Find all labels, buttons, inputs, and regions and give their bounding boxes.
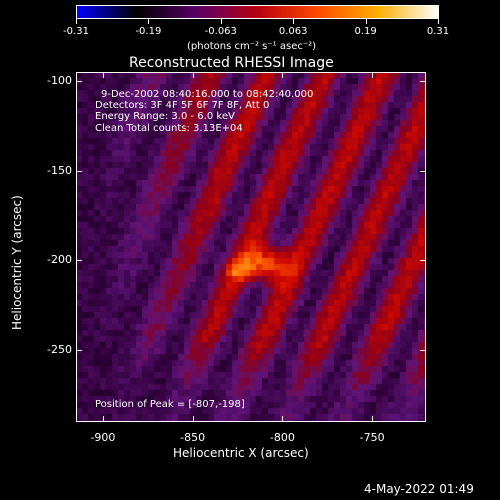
colorbar-tick xyxy=(148,19,150,24)
colorbar-tick-label: -0.063 xyxy=(204,26,237,37)
colorbar-tick-label: -0.19 xyxy=(135,26,162,37)
y-tick xyxy=(76,260,82,262)
x-axis-label: Heliocentric X (arcsec) xyxy=(173,446,309,460)
y-tick xyxy=(76,350,82,352)
info-detectors: Detectors: 3F 4F 5F 6F 7F 8F, Att 0 xyxy=(95,100,270,111)
peak-position: Position of Peak = [-807,-198] xyxy=(95,399,245,410)
x-tick xyxy=(102,72,104,78)
colorbar-units: (photons cm⁻² s⁻¹ asec⁻²) xyxy=(187,41,317,52)
info-energy: Energy Range: 3.0 - 6.0 keV xyxy=(95,111,235,122)
image-panel xyxy=(76,72,426,422)
colorbar-tick xyxy=(365,19,367,24)
colorbar-tick-label: 0.063 xyxy=(278,26,308,37)
y-tick xyxy=(420,260,426,262)
plot-frame xyxy=(76,72,426,422)
footer-date: 4-May-2022 01:49 xyxy=(364,482,474,496)
y-tick xyxy=(420,80,426,82)
x-tick-label: -800 xyxy=(269,431,295,444)
info-counts: Clean Total counts: 3.13E+04 xyxy=(95,123,243,134)
x-tick-label: -900 xyxy=(90,431,116,444)
x-tick xyxy=(192,72,194,78)
y-tick xyxy=(420,170,426,172)
x-tick xyxy=(372,72,374,78)
x-tick xyxy=(372,416,374,422)
x-tick xyxy=(102,416,104,422)
x-tick-label: -750 xyxy=(359,431,385,444)
y-tick-label: -100 xyxy=(47,73,72,87)
y-tick-label: -150 xyxy=(47,163,72,177)
x-tick-label: -850 xyxy=(180,431,206,444)
x-tick xyxy=(282,72,284,78)
colorbar-tick xyxy=(293,19,295,24)
colorbar-tick-label: -0.31 xyxy=(63,26,89,37)
y-axis-label: Heliocentric Y (arcsec) xyxy=(10,195,24,330)
info-time-range: 9-Dec-2002 08:40:16.000 to 08:42:40.000 xyxy=(101,89,314,100)
colorbar-tick xyxy=(76,19,77,24)
colorbar-tick xyxy=(438,19,439,24)
colorbar-gradient xyxy=(77,6,438,18)
x-tick xyxy=(192,416,194,422)
y-tick xyxy=(76,80,82,82)
solar-image xyxy=(76,72,426,422)
y-tick-label: -250 xyxy=(47,343,72,357)
plot-title: Reconstructed RHESSI Image xyxy=(129,55,334,71)
colorbar xyxy=(76,5,439,19)
x-tick xyxy=(282,416,284,422)
y-tick xyxy=(76,170,82,172)
y-tick-label: -200 xyxy=(47,253,72,267)
y-tick xyxy=(420,350,426,352)
colorbar-tick-label: 0.19 xyxy=(354,26,377,37)
colorbar-tick xyxy=(220,19,222,24)
colorbar-tick-label: 0.31 xyxy=(426,26,450,37)
